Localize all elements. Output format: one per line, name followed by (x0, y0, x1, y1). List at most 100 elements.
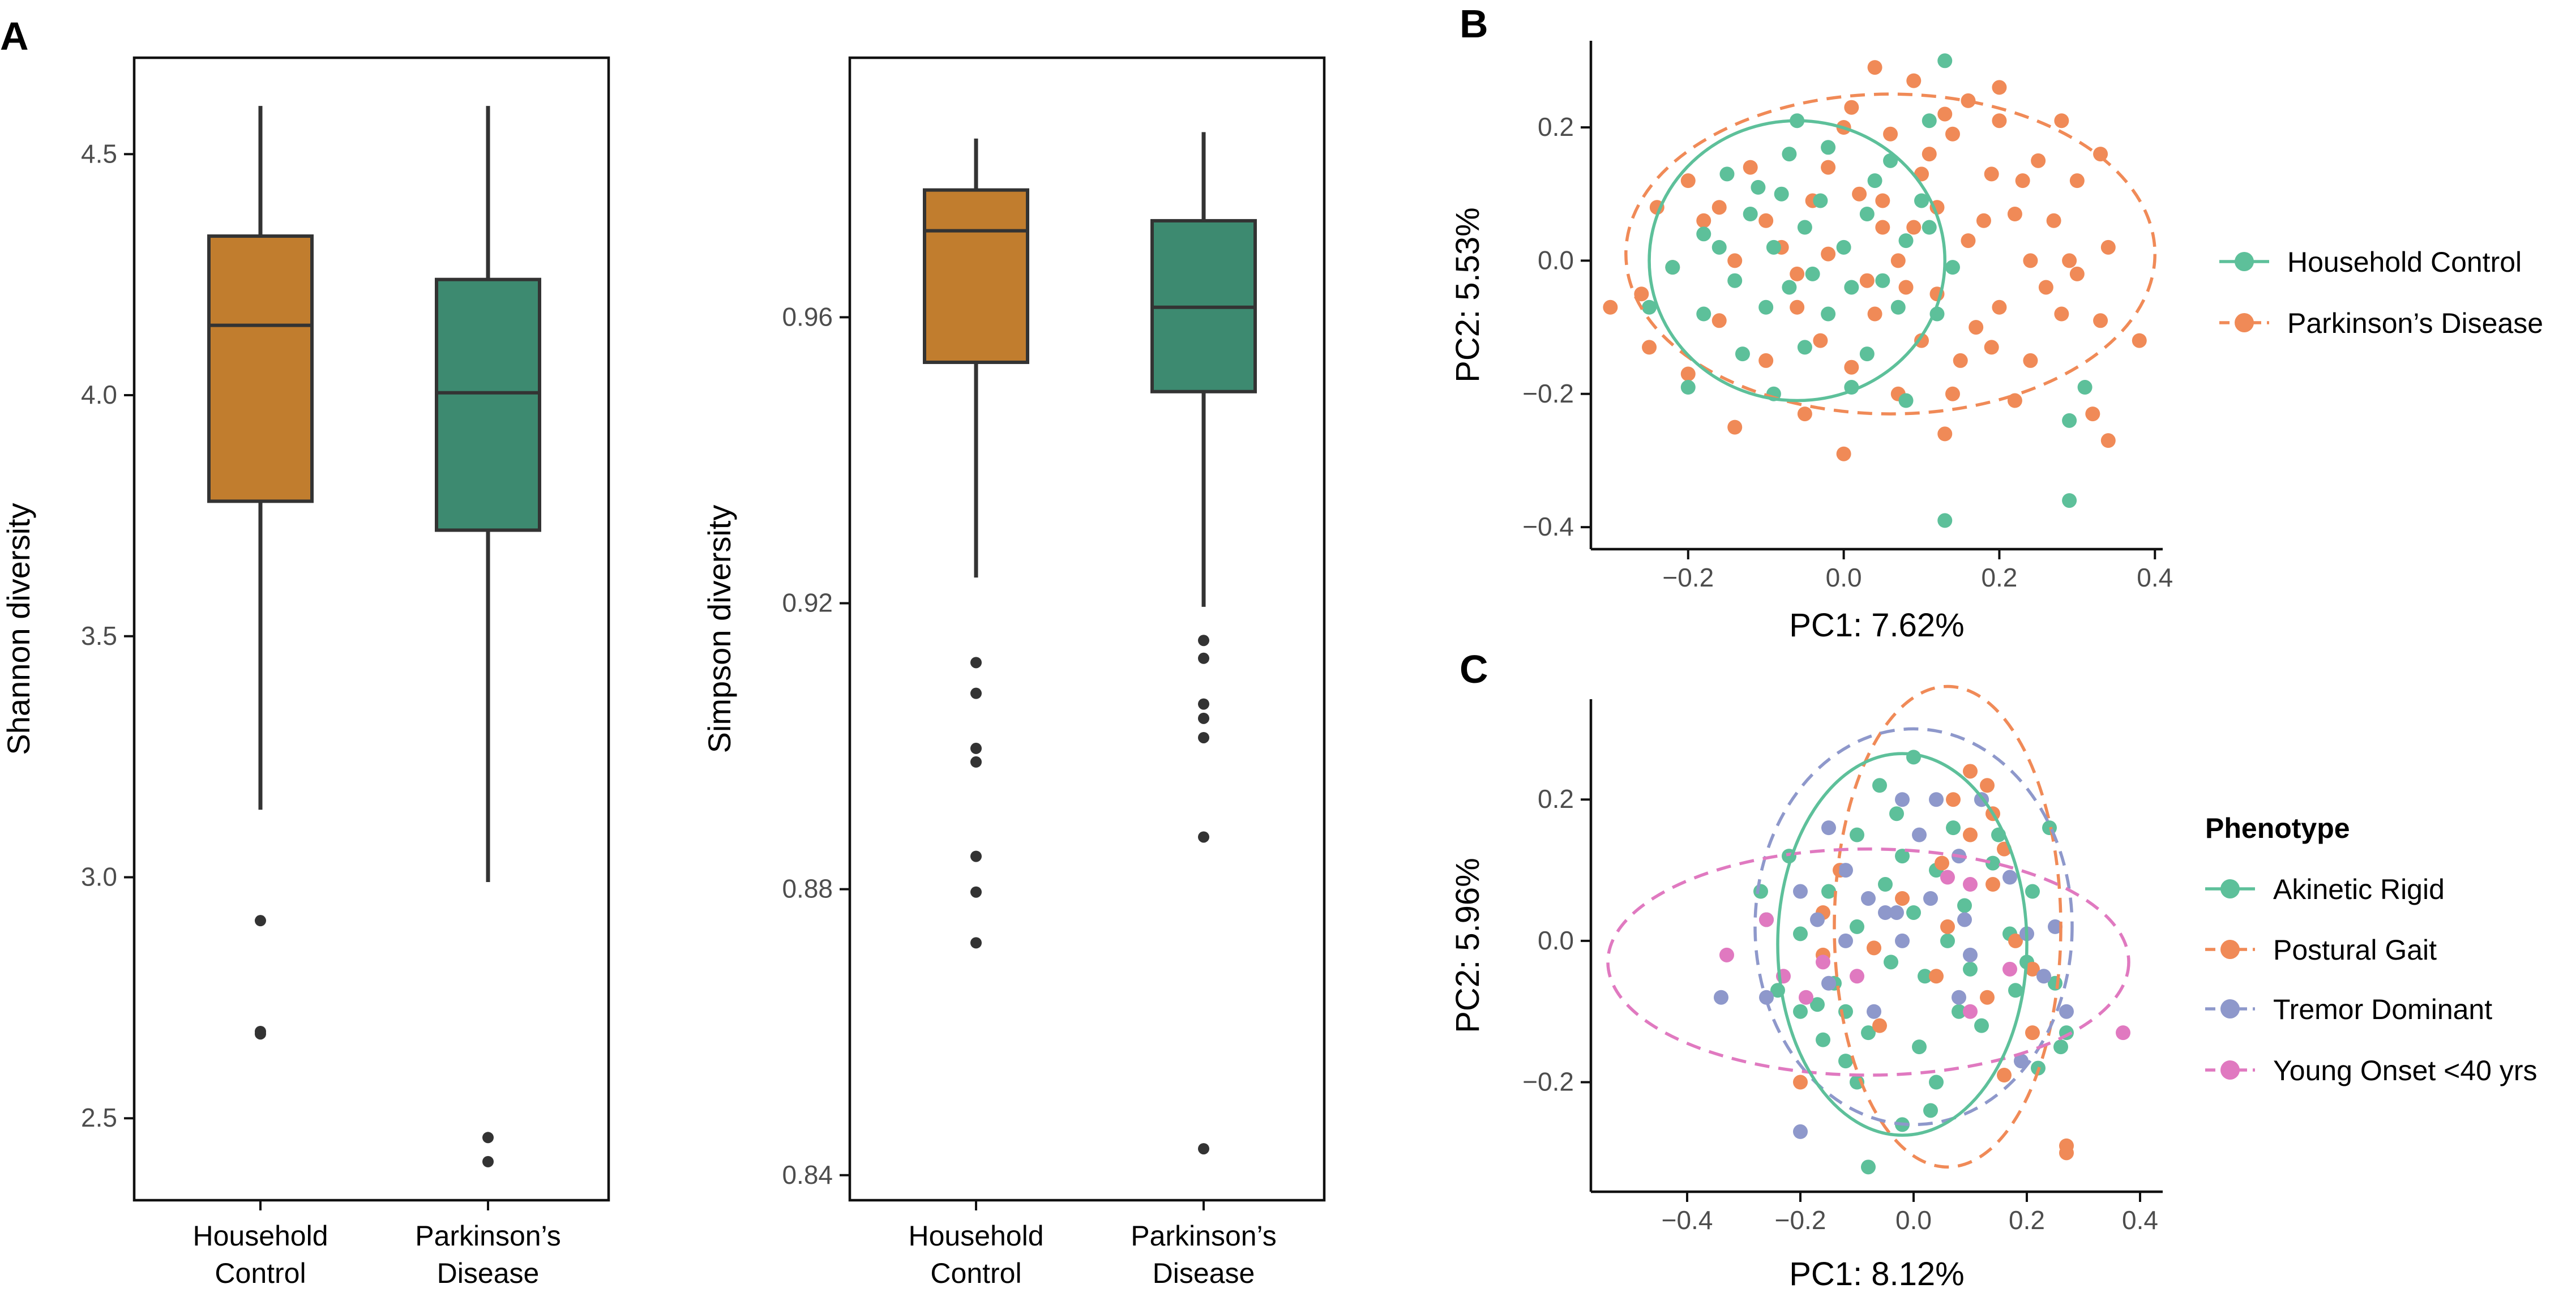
data-point (1821, 975, 1836, 991)
x-tick-label: 0.2 (2009, 1205, 2045, 1235)
data-point (1878, 877, 1893, 892)
data-point (1937, 53, 1953, 69)
data-point (1912, 827, 1927, 842)
data-point (2025, 1025, 2040, 1041)
data-point (1751, 179, 1766, 195)
outlier-point (970, 657, 982, 669)
data-point (1884, 955, 1898, 970)
data-point (1997, 1068, 2012, 1083)
legend-key-dot (2235, 313, 2254, 332)
x-tick-label: Parkinson’s (415, 1220, 561, 1252)
y-tick-label: 4.0 (81, 380, 117, 409)
data-point (1940, 870, 1955, 885)
outlier-point (482, 1132, 494, 1144)
data-point (1937, 426, 1953, 442)
y-tick-label: 0.92 (782, 588, 833, 618)
data-point (1696, 306, 1711, 322)
data-point (1719, 166, 1735, 182)
data-point (1758, 299, 1774, 315)
data-point (2085, 406, 2100, 422)
data-point (1793, 1004, 1808, 1019)
data-point (2048, 919, 2062, 934)
data-point (1735, 346, 1750, 362)
data-point (1872, 778, 1887, 793)
data-point (1836, 446, 1851, 461)
data-point (1844, 280, 1859, 295)
data-point (1793, 926, 1808, 941)
data-point (1774, 186, 1789, 202)
x-axis-title: PC1: 8.12% (1789, 1256, 1965, 1293)
data-point (1797, 406, 1812, 422)
confidence-ellipse (1648, 119, 1946, 403)
x-axis-title: PC1: 7.62% (1789, 607, 1965, 644)
data-point (1992, 80, 2007, 95)
data-point (1976, 213, 1991, 228)
data-point (1696, 226, 1711, 242)
data-point (1797, 340, 1812, 355)
data-point (1898, 233, 1914, 249)
outlier-point (1198, 652, 1209, 664)
data-point (1940, 919, 1955, 934)
data-point (1889, 806, 1904, 821)
data-point (1953, 353, 1968, 368)
data-point (1961, 233, 1976, 249)
data-point (1867, 940, 1881, 956)
x-tick-label: 0.4 (2122, 1205, 2158, 1235)
data-point (1914, 333, 1929, 348)
data-point (1743, 160, 1758, 175)
data-point (1813, 193, 1828, 208)
y-tick-label: 3.0 (81, 862, 117, 892)
data-point (1952, 1004, 1966, 1019)
data-point (1850, 827, 1864, 842)
pcoa-phenotype-scatter: −0.4 −0.2 0.0 0.2 0.4 −0.2 0.0 0.2 PC1: 8.12% PC2… (1449, 684, 2538, 1293)
y-tick-label: 4.5 (81, 139, 117, 168)
data-point (1957, 912, 1972, 927)
data-point (1758, 213, 1774, 228)
data-point (1969, 320, 1984, 335)
data-point (1861, 1159, 1876, 1175)
data-point (1816, 1032, 1830, 1047)
data-point (1838, 933, 1853, 948)
data-point (1782, 147, 1797, 162)
data-point (2116, 1025, 2130, 1041)
data-point (2100, 239, 2116, 255)
confidence-ellipse (1776, 752, 2029, 1137)
legend-label: Young Onset <40 yrs (2273, 1055, 2538, 1086)
x-tick-label: Household (192, 1220, 328, 1252)
data-point (2069, 173, 2085, 189)
outlier-point (1198, 698, 1209, 710)
y-tick-label: 2.5 (81, 1103, 117, 1132)
y-tick-label: 0.84 (782, 1160, 833, 1189)
data-point (1816, 955, 1830, 970)
data-point (1867, 306, 1882, 322)
legend-title: Phenotype (2205, 812, 2350, 844)
shannon-boxplot: 2.5 3.0 3.5 4.0 4.5 Shannon diversity Househol… (1, 56, 610, 1289)
data-point (1940, 933, 1955, 948)
data-point (1875, 193, 1890, 208)
data-point (1878, 905, 1893, 920)
data-point (1850, 969, 1864, 984)
data-point (1923, 891, 1938, 906)
data-point (1810, 912, 1825, 927)
x-tick-label: 0.0 (1826, 563, 1862, 592)
data-point (2046, 213, 2061, 228)
data-point (2062, 413, 2077, 428)
data-point (1986, 877, 2000, 892)
data-point (1945, 260, 1960, 275)
data-point (1759, 912, 1774, 927)
data-point (1753, 884, 1768, 899)
plot-frame (132, 56, 610, 1202)
data-point (2100, 433, 2116, 448)
data-point (2054, 306, 2069, 322)
data-point (2077, 380, 2093, 395)
data-point (1914, 193, 1929, 208)
data-point (2036, 969, 2051, 984)
x-tick-label: 0.2 (1981, 563, 2017, 592)
data-point (1727, 273, 1743, 288)
data-point (1945, 386, 1960, 401)
data-point (2069, 266, 2085, 281)
x-tick-label: −0.4 (1662, 1205, 1713, 1235)
data-point (1821, 140, 1836, 155)
data-point (1980, 778, 1995, 793)
x-tick-label: Household (908, 1220, 1043, 1252)
